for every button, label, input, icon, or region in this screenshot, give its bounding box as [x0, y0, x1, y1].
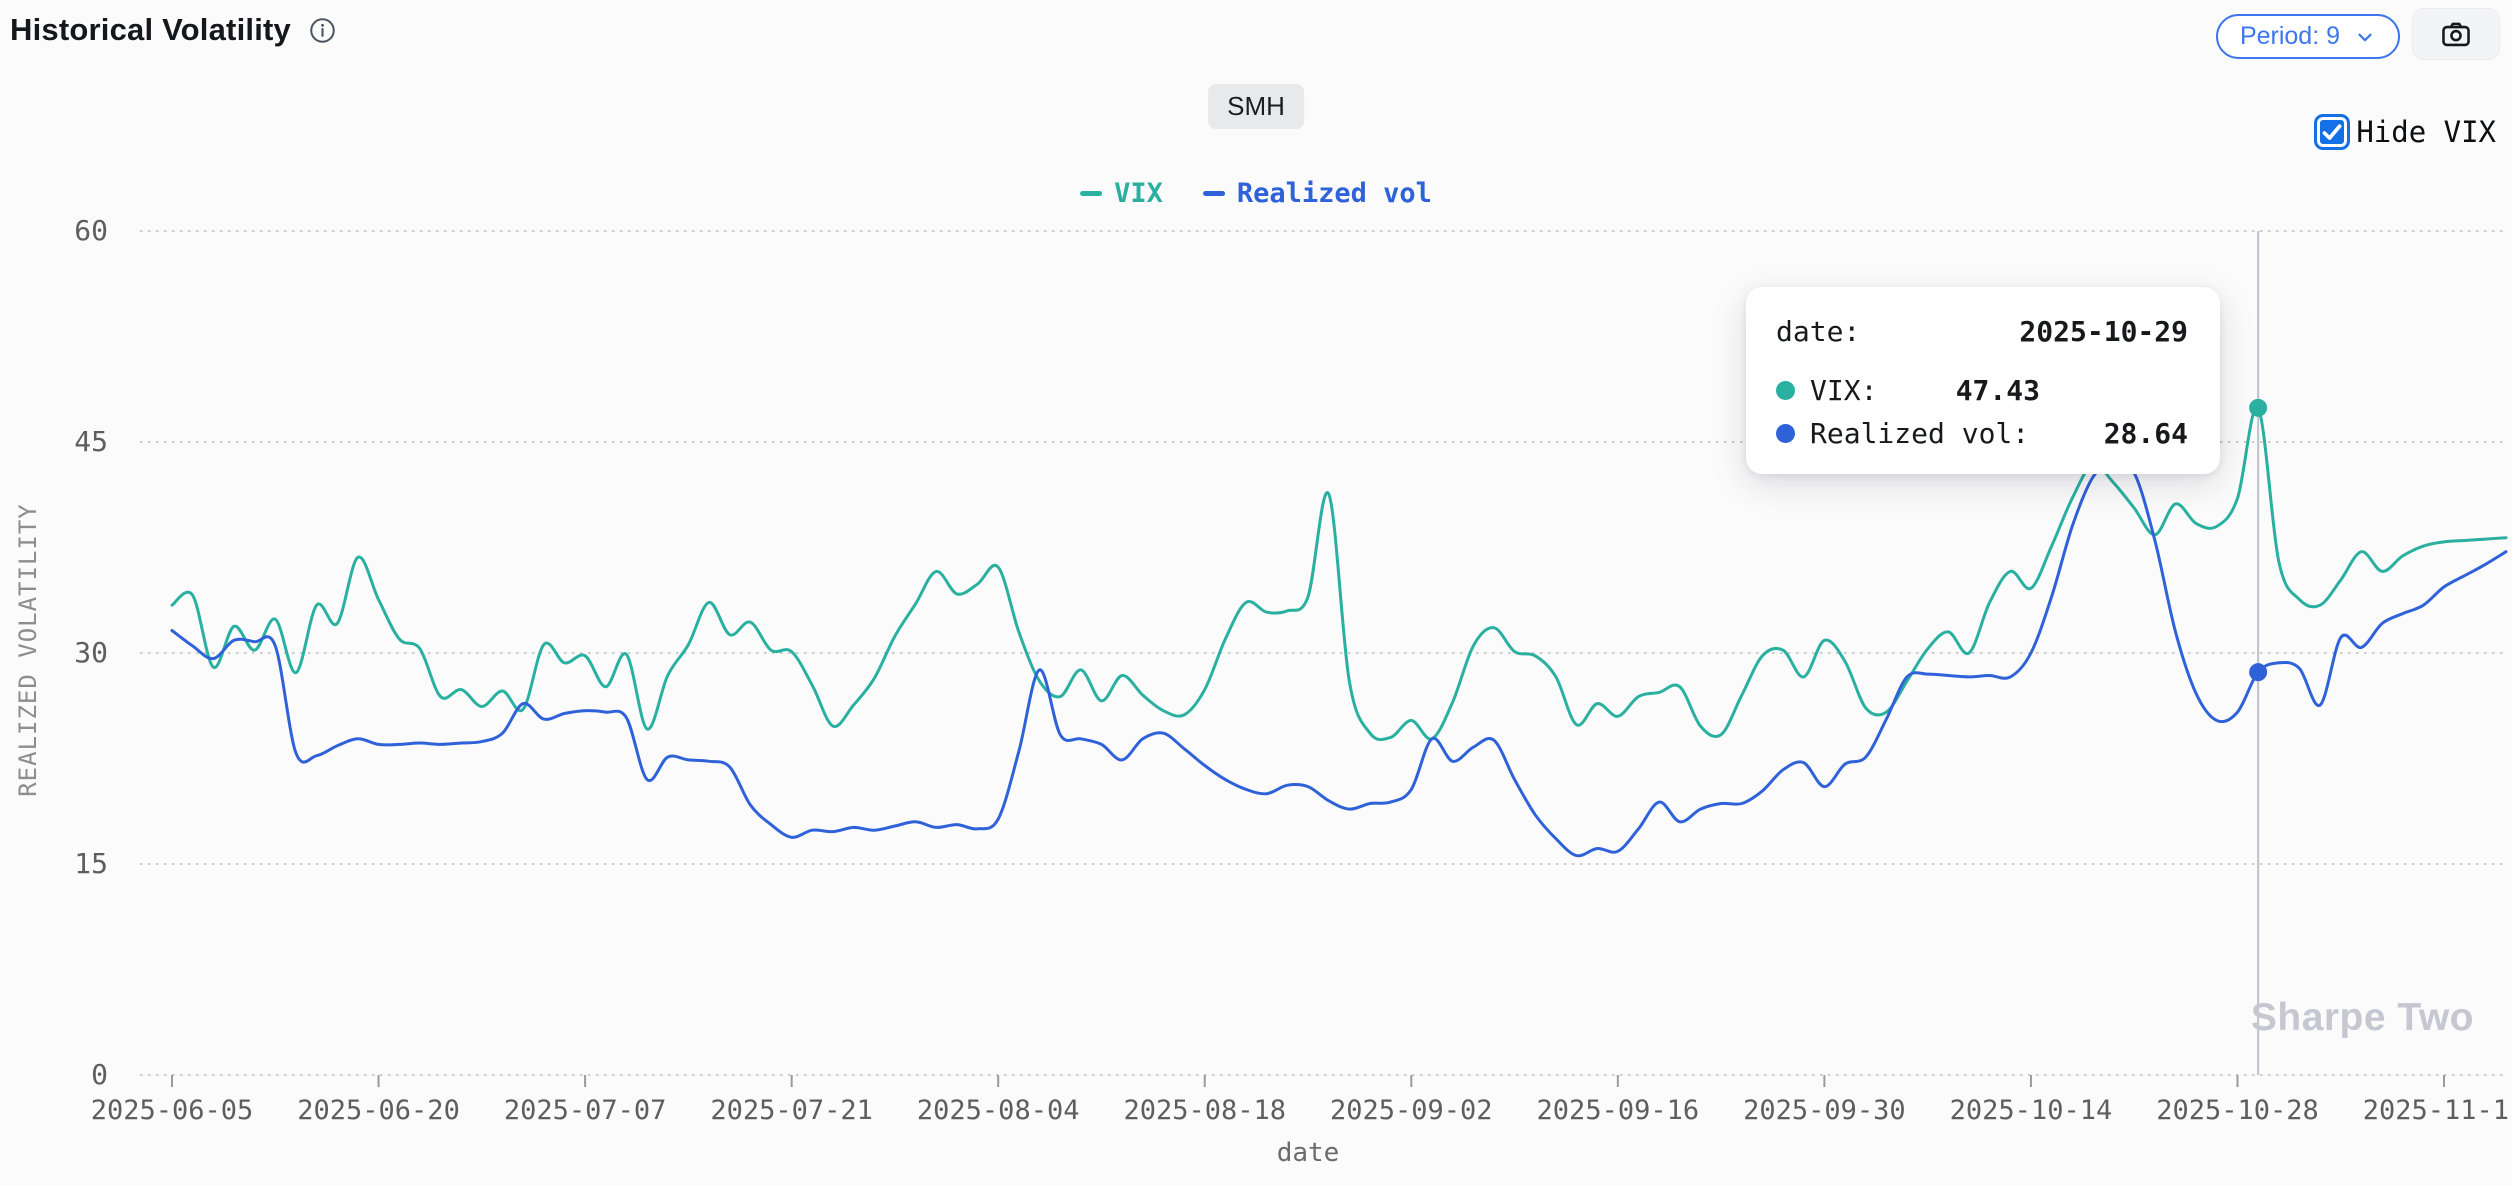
hide-vix-control: Hide VIX — [2314, 114, 2496, 150]
tooltip-date-label: date: — [1776, 315, 1861, 348]
vix-legend-dash — [1080, 191, 1103, 196]
chart-tooltip: date: 2025-10-29 VIX: 47.43 Realized vol… — [1746, 287, 2220, 474]
tooltip-date-value: 2025-10-29 — [2019, 315, 2188, 348]
period-dropdown-label: Period: 9 — [2239, 22, 2340, 50]
info-icon[interactable] — [309, 17, 336, 44]
tooltip-rv-label: Realized vol: — [1810, 417, 2030, 450]
realized-vol-highlight-marker — [2249, 663, 2268, 682]
chevron-down-icon — [2354, 26, 2376, 48]
legend-item-vix[interactable]: VIX — [1080, 178, 1163, 209]
symbol-badge: SMH — [1208, 84, 1304, 129]
series-line-vix — [170, 405, 2508, 742]
vix-series-dot — [1776, 381, 1795, 400]
chart-legend: VIX Realized vol — [1080, 178, 1432, 209]
camera-icon — [2440, 18, 2472, 50]
tooltip-rv-value: 28.64 — [2103, 417, 2188, 450]
tooltip-vix-value: 47.43 — [1955, 374, 2040, 407]
realized-vol-series-dot — [1776, 424, 1795, 443]
header: Historical Volatility — [10, 12, 336, 48]
checkmark-icon — [2322, 124, 2342, 140]
legend-item-realized-vol[interactable]: Realized vol — [1202, 178, 1432, 209]
period-dropdown-button[interactable]: Period: 9 — [2215, 14, 2400, 59]
vix-highlight-marker — [2249, 398, 2268, 417]
hide-vix-checkbox[interactable] — [2314, 114, 2351, 150]
series-line-realized-vol — [170, 459, 2508, 858]
hide-vix-label: Hide VIX — [2356, 115, 2496, 149]
screenshot-button[interactable] — [2412, 8, 2500, 60]
page-title: Historical Volatility — [10, 12, 291, 47]
tooltip-vix-label: VIX: — [1810, 374, 1878, 407]
realized-vol-legend-dash — [1202, 191, 1225, 196]
